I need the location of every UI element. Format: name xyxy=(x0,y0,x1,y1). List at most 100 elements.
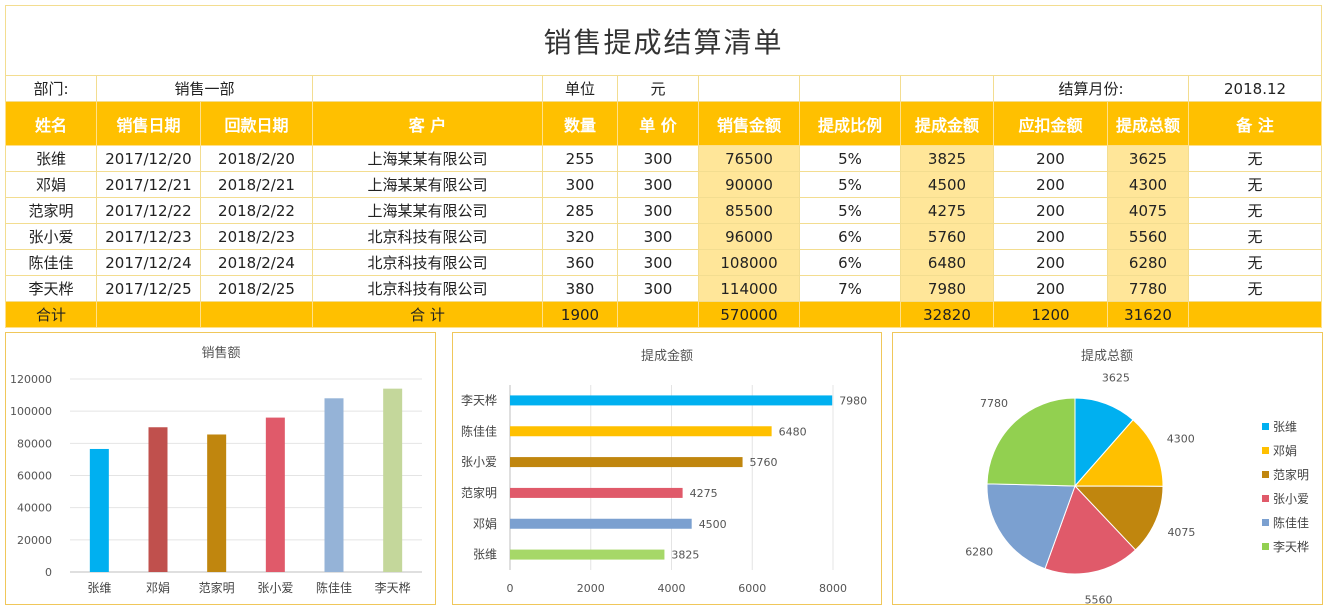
table-cell[interactable]: 114000 xyxy=(698,275,800,302)
table-cell[interactable]: 300 xyxy=(617,171,699,198)
table-cell[interactable]: 3625 xyxy=(1107,145,1189,172)
table-cell[interactable]: 96000 xyxy=(698,223,800,250)
table-cell[interactable]: 北京科技有限公司 xyxy=(312,275,543,302)
table-cell[interactable]: 300 xyxy=(542,171,618,198)
table-cell[interactable]: 3825 xyxy=(900,145,994,172)
table-cell[interactable]: 北京科技有限公司 xyxy=(312,223,543,250)
table-cell[interactable]: 张小爱 xyxy=(5,223,97,250)
table-row: 张维 2017/12/20 2018/2/20 上海某某有限公司 255 300 76500… xyxy=(5,145,1323,172)
empty-cell[interactable] xyxy=(96,301,201,328)
table-cell[interactable]: 2017/12/23 xyxy=(96,223,201,250)
table-cell[interactable]: 300 xyxy=(617,197,699,224)
commission-chart[interactable]: 提成金额 0 2000 4000 6000 8000 李天桦 7980 陈佳佳 6480 张小爱 57… xyxy=(452,332,882,605)
table-cell[interactable]: 4500 xyxy=(900,171,994,198)
table-cell[interactable]: 2018/2/23 xyxy=(200,223,313,250)
table-cell[interactable]: 陈佳佳 xyxy=(5,249,97,276)
table-cell[interactable]: 无 xyxy=(1187,249,1323,276)
table-cell[interactable]: 无 xyxy=(1187,197,1323,224)
empty-cell[interactable] xyxy=(312,75,543,102)
table-cell[interactable]: 2018/2/24 xyxy=(200,249,313,276)
empty-cell[interactable] xyxy=(200,301,313,328)
table-cell[interactable]: 2018/2/22 xyxy=(200,197,313,224)
table-cell[interactable]: 2017/12/22 xyxy=(96,197,201,224)
table-cell[interactable]: 2018/2/20 xyxy=(200,145,313,172)
table-cell[interactable]: 360 xyxy=(542,249,618,276)
table-cell[interactable]: 4275 xyxy=(900,197,994,224)
total-customer-label[interactable]: 合 计 xyxy=(312,301,543,328)
total-deduction[interactable]: 1200 xyxy=(993,301,1108,328)
table-cell[interactable]: 无 xyxy=(1187,275,1323,302)
table-cell[interactable]: 6% xyxy=(799,223,901,250)
table-cell[interactable]: 200 xyxy=(993,223,1108,250)
table-cell[interactable]: 2018/2/25 xyxy=(200,275,313,302)
table-cell[interactable]: 张维 xyxy=(5,145,97,172)
table-cell[interactable]: 无 xyxy=(1187,171,1323,198)
empty-cell[interactable] xyxy=(1187,301,1323,328)
table-cell[interactable]: 300 xyxy=(617,145,699,172)
table-cell[interactable]: 无 xyxy=(1187,223,1323,250)
table-cell[interactable]: 7% xyxy=(799,275,901,302)
table-cell[interactable]: 2017/12/20 xyxy=(96,145,201,172)
table-cell[interactable]: 5% xyxy=(799,197,901,224)
unit-value[interactable]: 元 xyxy=(617,75,699,102)
table-cell[interactable]: 4075 xyxy=(1107,197,1189,224)
empty-cell[interactable] xyxy=(799,301,901,328)
table-cell[interactable]: 2017/12/24 xyxy=(96,249,201,276)
total-final[interactable]: 31620 xyxy=(1107,301,1189,328)
table-cell[interactable]: 5560 xyxy=(1107,223,1189,250)
table-cell[interactable]: 2017/12/21 xyxy=(96,171,201,198)
empty-cell[interactable] xyxy=(698,75,800,102)
empty-cell[interactable] xyxy=(900,75,994,102)
table-cell[interactable]: 4300 xyxy=(1107,171,1189,198)
table-cell[interactable]: 200 xyxy=(993,171,1108,198)
total-sales[interactable]: 570000 xyxy=(698,301,800,328)
table-cell[interactable]: 2018/2/21 xyxy=(200,171,313,198)
table-cell[interactable]: 380 xyxy=(542,275,618,302)
table-cell[interactable]: 6280 xyxy=(1107,249,1189,276)
total-quantity[interactable]: 1900 xyxy=(542,301,618,328)
total-pie-chart[interactable]: 提成总额 3625 4300 4075 5560 6280 7780 张维 邓娟 范家明 张小爱 陈佳… xyxy=(892,332,1323,605)
legend-swatch xyxy=(1262,495,1269,502)
total-commission[interactable]: 32820 xyxy=(900,301,994,328)
total-label[interactable]: 合计 xyxy=(5,301,97,328)
bar xyxy=(510,549,665,560)
table-cell[interactable]: 5% xyxy=(799,171,901,198)
table-cell[interactable]: 300 xyxy=(617,275,699,302)
table-cell[interactable]: 范家明 xyxy=(5,197,97,224)
table-cell[interactable]: 285 xyxy=(542,197,618,224)
sales-chart[interactable]: 销售额 0 20000 40000 60000 80000 100000 120000 张维 邓娟… xyxy=(5,332,436,605)
table-cell[interactable]: 200 xyxy=(993,275,1108,302)
table-cell[interactable]: 5760 xyxy=(900,223,994,250)
table-cell[interactable]: 7980 xyxy=(900,275,994,302)
empty-cell[interactable] xyxy=(799,75,901,102)
table-cell[interactable]: 320 xyxy=(542,223,618,250)
table-cell[interactable]: 5% xyxy=(799,145,901,172)
table-cell[interactable]: 上海某某有限公司 xyxy=(312,197,543,224)
table-cell[interactable]: 200 xyxy=(993,249,1108,276)
table-cell[interactable]: 108000 xyxy=(698,249,800,276)
bar xyxy=(148,427,168,572)
table-cell[interactable]: 上海某某有限公司 xyxy=(312,171,543,198)
table-cell[interactable]: 200 xyxy=(993,145,1108,172)
table-cell[interactable]: 90000 xyxy=(698,171,800,198)
table-cell[interactable]: 300 xyxy=(617,223,699,250)
table-cell[interactable]: 255 xyxy=(542,145,618,172)
table-cell[interactable]: 无 xyxy=(1187,145,1323,172)
empty-cell[interactable] xyxy=(617,301,699,328)
table-cell[interactable]: 北京科技有限公司 xyxy=(312,249,543,276)
table-cell[interactable]: 邓娟 xyxy=(5,171,97,198)
legend-swatch xyxy=(1262,543,1269,550)
table-cell[interactable]: 200 xyxy=(993,197,1108,224)
table-cell[interactable]: 85500 xyxy=(698,197,800,224)
data-label: 4075 xyxy=(1167,526,1195,539)
dept-value[interactable]: 销售一部 xyxy=(96,75,313,102)
table-cell[interactable]: 上海某某有限公司 xyxy=(312,145,543,172)
table-cell[interactable]: 76500 xyxy=(698,145,800,172)
table-cell[interactable]: 7780 xyxy=(1107,275,1189,302)
table-cell[interactable]: 6% xyxy=(799,249,901,276)
table-cell[interactable]: 李天桦 xyxy=(5,275,97,302)
table-cell[interactable]: 2017/12/25 xyxy=(96,275,201,302)
month-value[interactable]: 2018.12 xyxy=(1187,75,1323,102)
table-cell[interactable]: 300 xyxy=(617,249,699,276)
table-cell[interactable]: 6480 xyxy=(900,249,994,276)
